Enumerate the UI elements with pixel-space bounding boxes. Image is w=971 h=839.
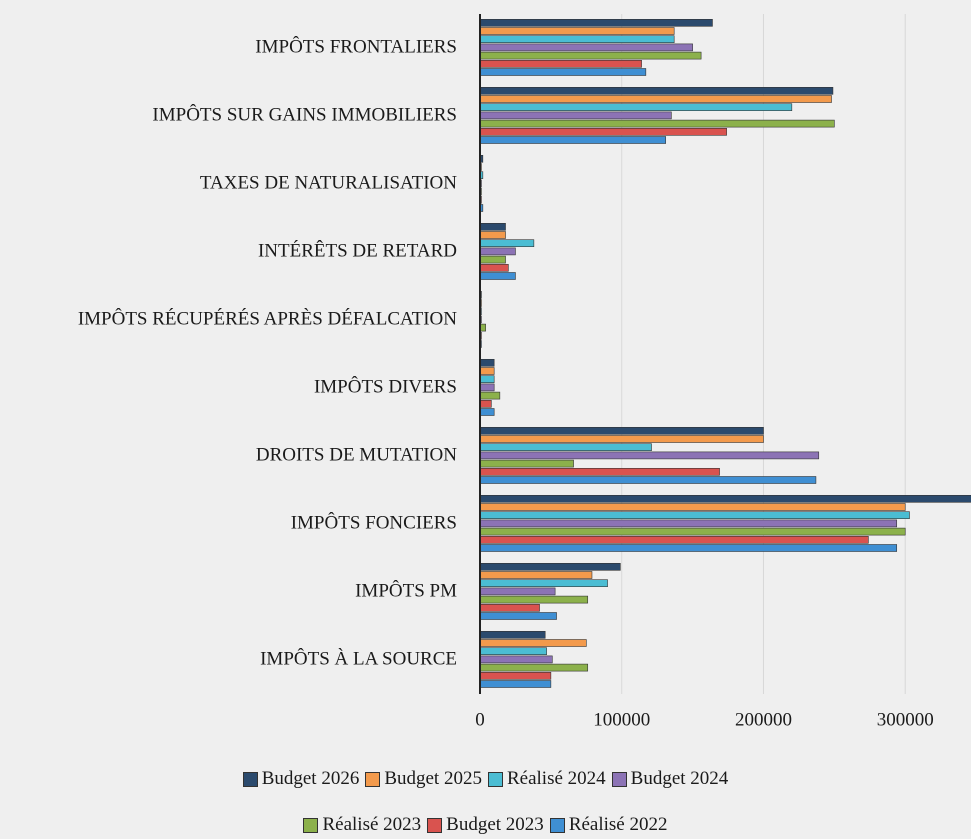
legend-swatch [611,771,627,787]
bar [479,612,557,620]
bar [479,663,589,672]
bar [479,587,556,596]
legend-swatch [427,817,443,833]
bar [479,18,713,27]
legend-item: Budget 2023 [427,814,544,836]
category-label: IMPÔTS FONCIERS [291,511,457,533]
bar [479,562,621,571]
bar [479,255,506,264]
bar [479,103,793,111]
bar [479,111,672,120]
legend-item: Budget 2025 [365,768,482,790]
bar [479,503,906,511]
legend-item: Réalisé 2022 [549,814,668,836]
bar [479,639,587,647]
bar [479,647,547,656]
bar [479,87,834,95]
legend-label: Budget 2025 [384,768,482,789]
legend-label: Réalisé 2023 [322,814,422,835]
bar [479,272,516,280]
bar [479,247,516,256]
legend-swatch [303,817,319,833]
bar [479,408,495,416]
bar [479,128,727,136]
bar [479,630,546,639]
category-label: IMPÔTS DIVERS [314,375,457,397]
bar [479,494,971,503]
legend-label: Budget 2026 [261,768,360,789]
legend-item: Budget 2024 [611,768,729,790]
x-tick-label: 100000 [593,709,650,730]
bar [479,136,666,144]
legend-row: Budget 2026 Budget 2025 Réalisé 2024 Budget… [0,768,971,790]
bar [479,43,693,52]
bar [479,51,702,60]
category-label: INTÉRÊTS DE RETARD [258,239,457,261]
legend-swatch [487,771,503,787]
bar [479,595,589,604]
legend-row: Réalisé 2023 Budget 2023 Réalisé 2022 [0,814,971,836]
bar [479,95,832,103]
chart: 0 100000 200000 300000 IMPÔTS FRONTALIERS IMP… [78,14,971,730]
category-label: IMPÔTS RÉCUPÉRÉS APRÈS DÉFALCATION [78,307,457,329]
legend-swatch [242,771,258,787]
x-tick-label: 0 [475,709,485,730]
bar [479,231,506,239]
bar [479,680,552,688]
bar [479,223,506,231]
legend-item: Budget 2026 [242,768,360,790]
bar [479,383,495,392]
bar [479,571,593,579]
category-label: IMPÔTS SUR GAINS IMMOBILIERS [152,103,457,125]
category-label: IMPÔTS FRONTALIERS [255,35,457,57]
bar [479,476,817,484]
legend-item: Réalisé 2023 [303,814,421,836]
bar [479,35,675,44]
legend-label: Budget 2023 [446,814,544,835]
bar [479,375,495,384]
x-tick-label: 200000 [735,709,792,730]
bar [479,527,906,536]
bar [479,68,647,76]
bar [479,239,535,247]
bar [479,603,540,612]
bar [479,544,898,552]
bar [479,451,820,460]
bar [479,655,553,664]
category-label: IMPÔTS À LA SOURCE [260,647,457,669]
category-label: IMPÔTS PM [355,579,457,601]
bar [479,579,608,588]
legend-label: Réalisé 2024 [506,768,606,789]
legend-swatch [549,817,565,833]
bar [479,119,835,128]
legend-item: Réalisé 2024 [487,768,606,790]
legend-label: Réalisé 2022 [568,814,668,835]
category-label: TAXES DE NATURALISATION [200,172,457,193]
bar [479,459,574,468]
bar [479,59,642,68]
legend-label: Budget 2024 [630,768,729,789]
bar [479,399,492,408]
bar [479,671,552,680]
x-tick-label: 300000 [877,709,934,730]
bar [479,263,509,272]
category-label: DROITS DE MUTATION [256,444,457,465]
bar [479,435,764,443]
bar [479,27,675,35]
bar [479,443,652,452]
bar [479,519,898,528]
bar [479,511,910,520]
bar [479,367,495,375]
bar [479,358,495,367]
bar [479,426,764,435]
bar [479,391,501,400]
bar [479,467,720,476]
legend-swatch [365,771,381,787]
bar [479,535,869,544]
